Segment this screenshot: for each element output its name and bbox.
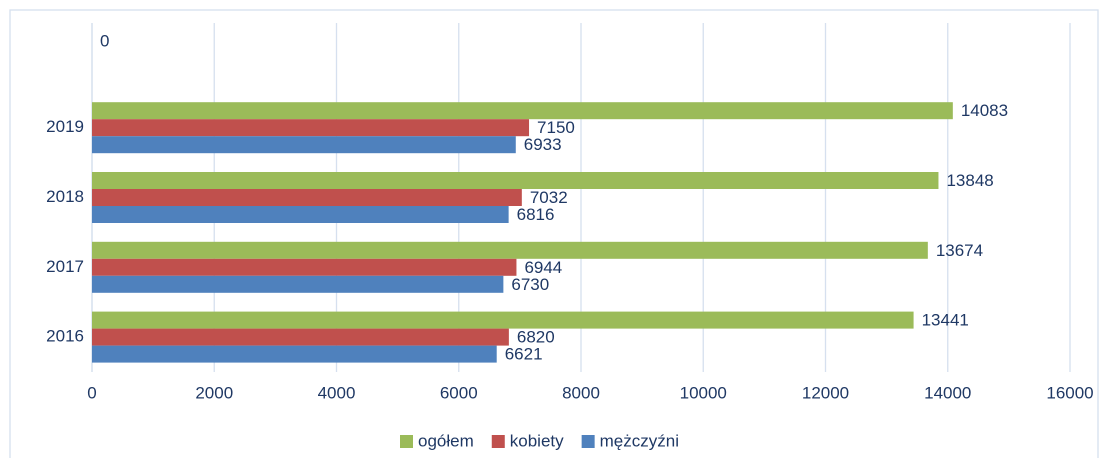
bar xyxy=(92,206,509,223)
bar xyxy=(92,328,509,346)
bar xyxy=(92,189,522,206)
value-label: 0 xyxy=(100,31,109,50)
chart-border xyxy=(9,9,1099,458)
x-tick-label: 8000 xyxy=(562,383,600,402)
value-label: 6933 xyxy=(524,135,562,154)
x-tick-label: 4000 xyxy=(318,383,356,402)
value-label: 7032 xyxy=(530,188,568,207)
bar xyxy=(92,258,517,276)
bar xyxy=(92,241,928,259)
value-label: 6820 xyxy=(517,328,555,347)
y-tick-label: 2018 xyxy=(46,187,84,206)
legend-swatch xyxy=(581,435,595,448)
legend-swatch xyxy=(491,435,505,448)
y-tick-label: 2016 xyxy=(46,327,84,346)
x-tick-label: 6000 xyxy=(440,383,478,402)
bar xyxy=(92,172,939,189)
x-tick-label: 12000 xyxy=(802,383,849,402)
x-tick-label: 0 xyxy=(87,383,96,402)
bar xyxy=(92,119,530,137)
value-label: 14083 xyxy=(961,101,1008,120)
bar xyxy=(92,136,516,154)
value-label: 6944 xyxy=(524,258,562,277)
value-label: 13848 xyxy=(946,171,993,190)
legend-label: kobiety xyxy=(510,431,564,450)
bar xyxy=(92,345,497,363)
value-label: 7150 xyxy=(537,118,575,137)
legend-label: ogółem xyxy=(418,431,474,450)
x-tick-label: 14000 xyxy=(924,383,971,402)
legend-label: mężczyźni xyxy=(600,431,679,450)
x-tick-label: 16000 xyxy=(1046,383,1093,402)
value-label: 6816 xyxy=(517,205,555,224)
bar xyxy=(92,275,504,293)
value-label: 6730 xyxy=(511,275,549,294)
value-label: 13674 xyxy=(936,241,983,260)
y-tick-label: 2019 xyxy=(46,117,84,136)
legend-swatch xyxy=(400,435,413,448)
value-label: 13441 xyxy=(922,311,969,330)
y-tick-label: 2017 xyxy=(46,257,84,276)
value-label: 6621 xyxy=(505,345,543,364)
bar xyxy=(92,311,914,329)
x-tick-label: 10000 xyxy=(680,383,727,402)
x-tick-label: 2000 xyxy=(195,383,233,402)
bar xyxy=(92,102,953,120)
